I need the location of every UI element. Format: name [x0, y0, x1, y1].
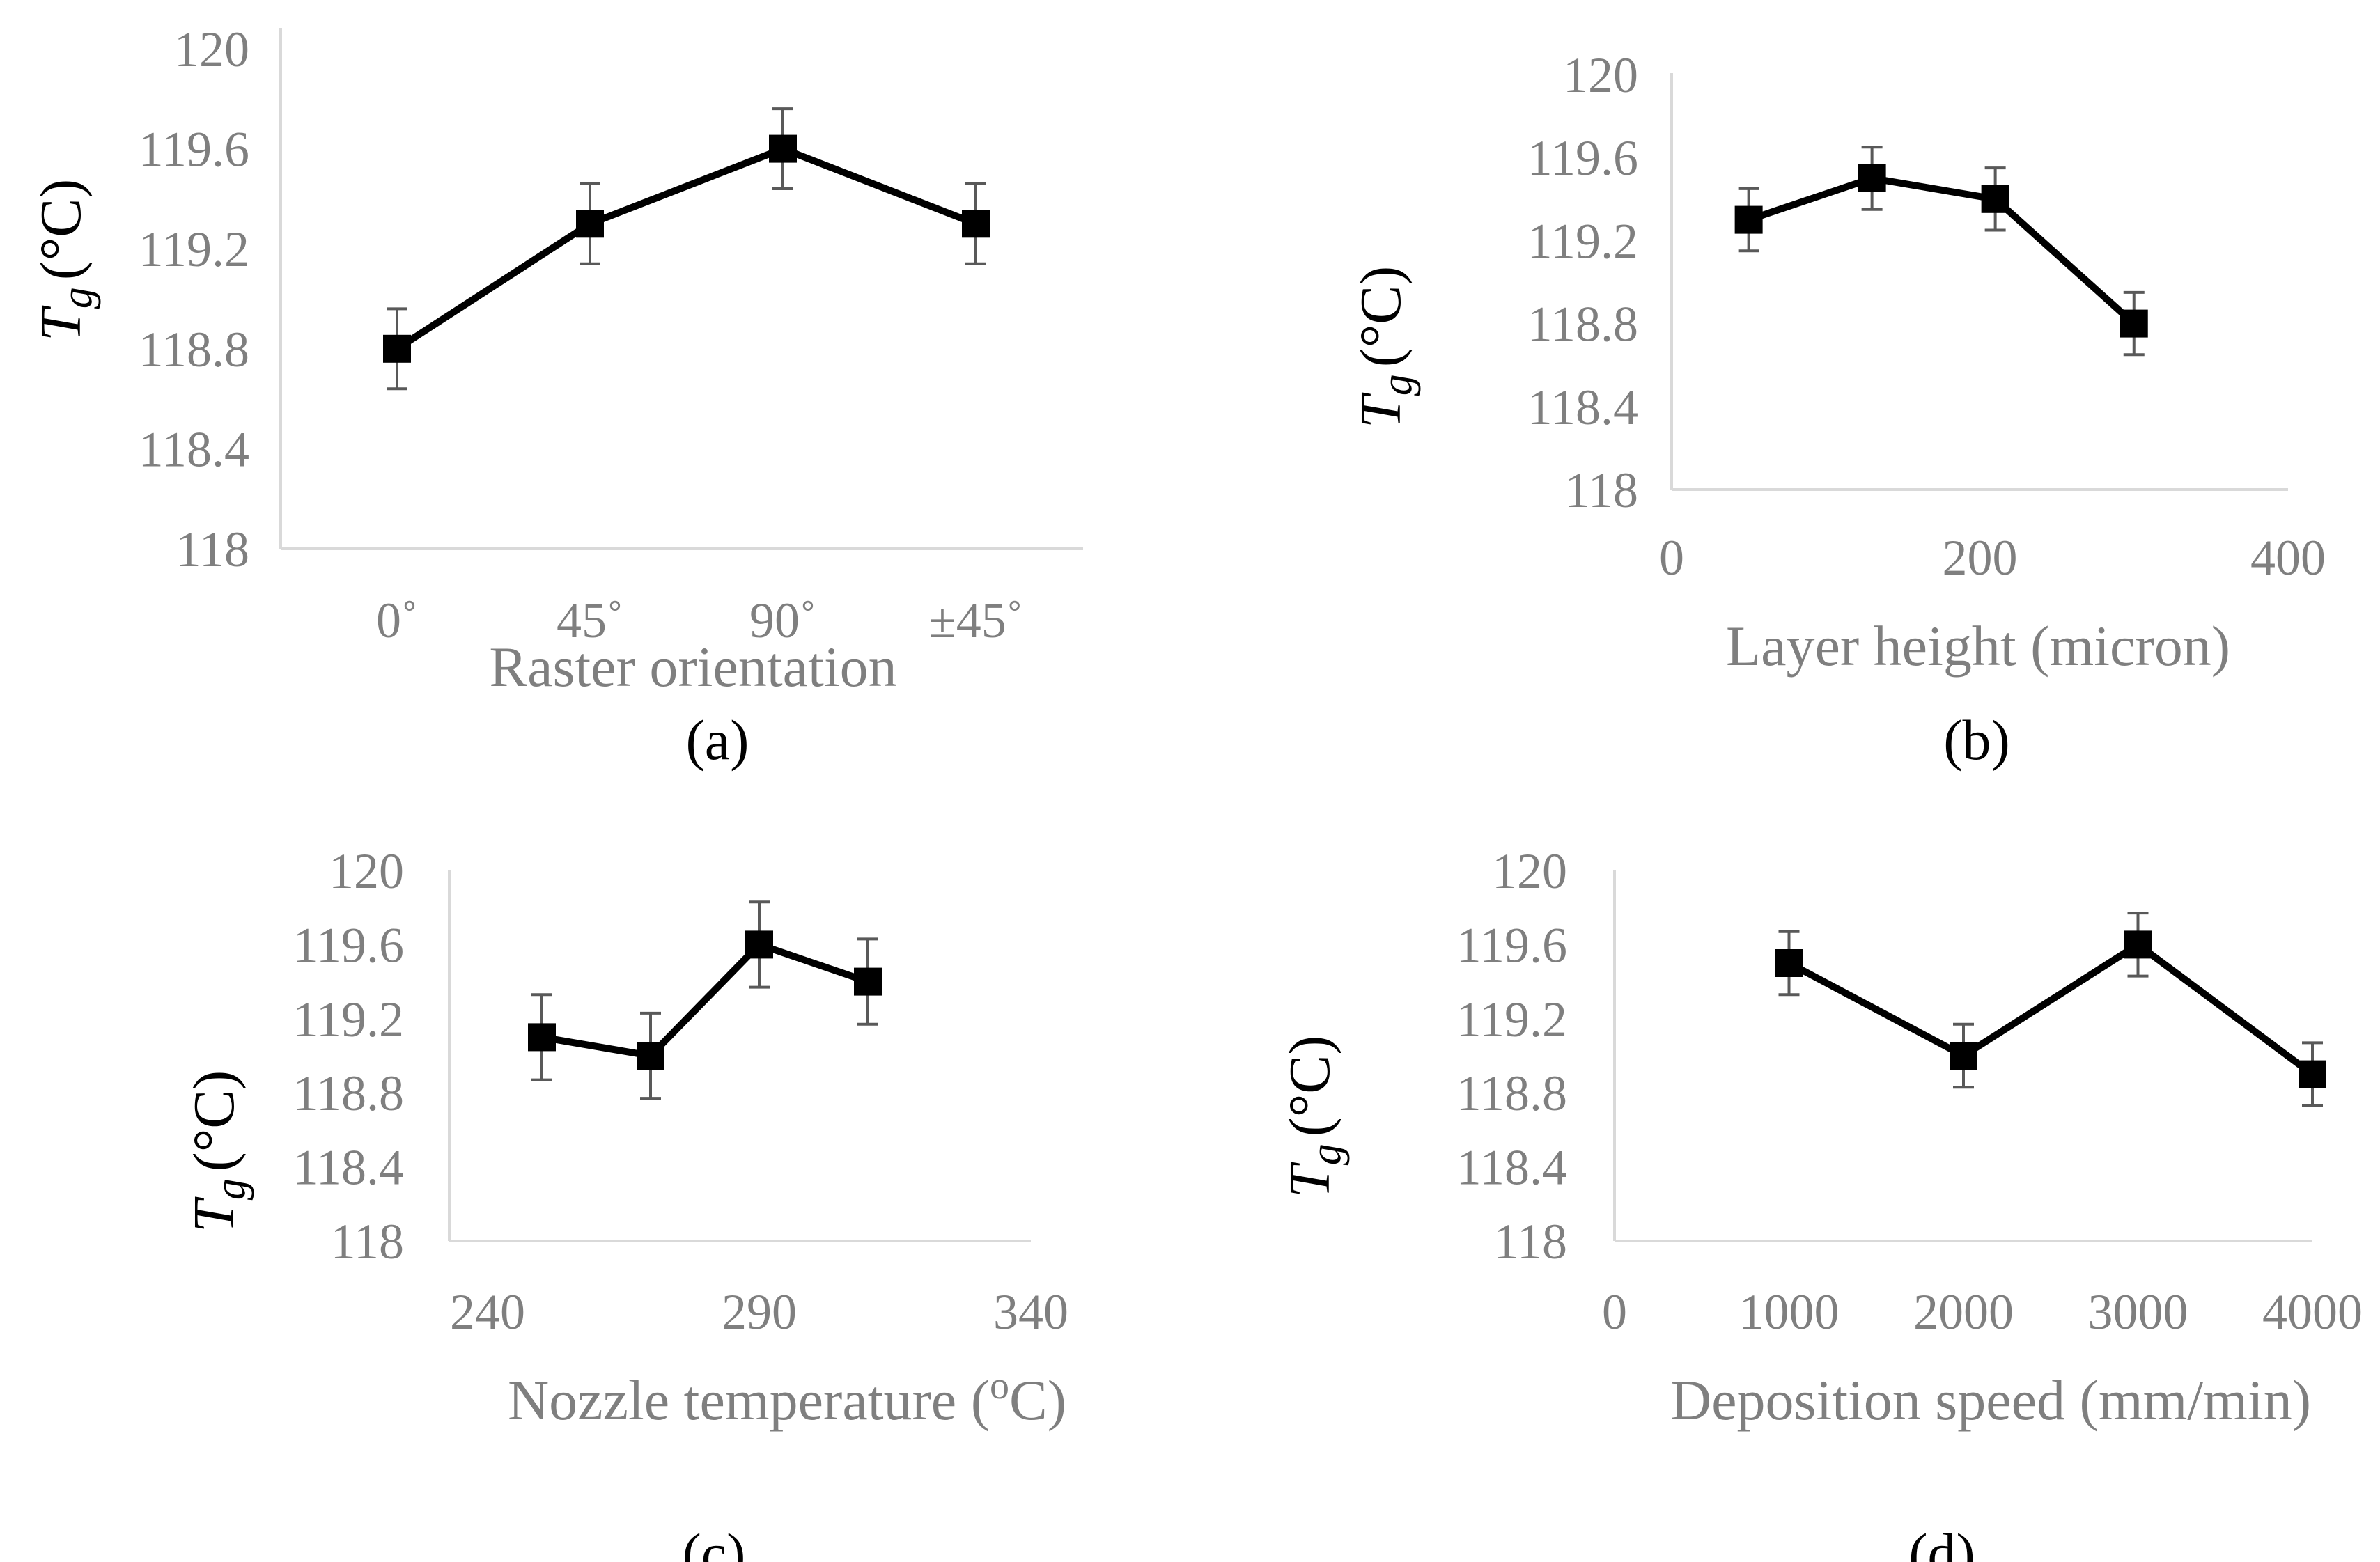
x-axis-label-c: Nozzle temperature (oC) — [508, 1364, 1066, 1432]
y-tick-label-d: 120 — [1492, 843, 1567, 899]
y-tick-label-a: 119.6 — [139, 122, 249, 178]
data-point-c — [854, 967, 882, 996]
y-tick-label-a: 119.2 — [139, 221, 249, 277]
marks-b — [1734, 146, 2148, 357]
x-tick-label-d: 1000 — [1739, 1284, 1840, 1340]
data-point-a — [576, 210, 604, 238]
data-point-b — [1858, 164, 1886, 192]
y-tick-label-d: 118 — [1494, 1214, 1567, 1270]
panel-label-a: (a) — [685, 708, 749, 772]
data-point-a — [383, 334, 411, 363]
ticks-b: 118 118.4 118.8 119.2 119.6 120 0 200 400 — [1527, 47, 2326, 586]
data-point-d — [2299, 1060, 2326, 1088]
y-axis-label-b: Tg(°C) — [1348, 266, 1421, 428]
y-tick-label-a: 118.4 — [139, 421, 249, 477]
series-line-b — [1748, 174, 2137, 327]
series-line-c — [541, 940, 869, 1060]
series-line-a — [395, 145, 977, 352]
ticks-c: 118 118.4 118.8 119.2 119.6 120 240 290 340 — [293, 843, 1068, 1340]
y-tick-label-d: 119.6 — [1456, 917, 1567, 973]
y-tick-label-a: 120 — [174, 22, 249, 77]
y-tick-label-d: 118.8 — [1456, 1065, 1567, 1121]
x-tick-label-d: 2000 — [1913, 1284, 2014, 1340]
y-tick-label-b: 119.6 — [1527, 130, 1638, 186]
x-axis-label-d: Deposition speed (mm/min) — [1670, 1368, 2311, 1432]
y-tick-label-c: 119.6 — [293, 917, 404, 973]
y-tick-label-b: 118.4 — [1527, 380, 1638, 435]
x-tick-label-b: 200 — [1943, 530, 2018, 586]
y-tick-label-c: 118.4 — [293, 1140, 404, 1196]
panel-b: 118 118.4 118.8 119.2 119.6 120 0 200 400 Tg(°C)… — [1348, 47, 2326, 772]
x-tick-label-c: 240 — [450, 1284, 525, 1340]
data-point-a — [962, 210, 990, 238]
panel-label-d: (d) — [1908, 1522, 1975, 1562]
x-axis-label-b: Layer height (micron) — [1726, 614, 2230, 678]
panel-a: 118 118.4 118.8 119.2 119.6 120 0˚ 45˚ 90˚ ±45˚ T… — [29, 22, 1083, 772]
y-tick-label-b: 118.8 — [1527, 297, 1638, 352]
panel-label-c: (c) — [682, 1522, 745, 1562]
y-tick-label-a: 118 — [176, 522, 249, 577]
x-tick-label-d: 4000 — [2262, 1284, 2363, 1340]
panel-label-b: (b) — [1943, 708, 2010, 772]
y-tick-label-b: 120 — [1563, 47, 1638, 103]
data-point-a — [769, 134, 797, 163]
data-point-d — [1950, 1042, 1977, 1070]
y-tick-label-c: 120 — [329, 843, 404, 899]
x-tick-label-a: 90˚ — [749, 593, 816, 648]
x-tick-label-c: 290 — [722, 1284, 797, 1340]
y-axis-label-c: Tg(°C) — [182, 1070, 254, 1233]
y-tick-label-c: 118.8 — [293, 1065, 404, 1121]
y-tick-label-d: 119.2 — [1456, 992, 1567, 1047]
x-tick-label-d: 0 — [1602, 1284, 1627, 1340]
y-tick-label-b: 118 — [1565, 462, 1638, 518]
marks-a — [383, 107, 990, 391]
marks-c — [528, 900, 882, 1100]
x-tick-label-c: 340 — [993, 1284, 1068, 1340]
data-point-c — [745, 930, 773, 959]
y-tick-label-b: 119.2 — [1527, 213, 1638, 269]
y-tick-label-a: 118.8 — [139, 322, 249, 377]
x-tick-label-a: 45˚ — [557, 593, 623, 648]
marks-d — [1775, 912, 2326, 1107]
y-tick-label-c: 119.2 — [293, 992, 404, 1047]
y-tick-label-d: 118.4 — [1456, 1140, 1567, 1196]
data-point-b — [1981, 185, 2009, 213]
x-tick-label-b: 0 — [1659, 530, 1684, 586]
data-point-b — [1734, 205, 1763, 234]
data-point-d — [1775, 949, 1803, 977]
data-point-c — [528, 1023, 556, 1052]
y-axis-label-d: Tg(°C) — [1277, 1036, 1350, 1198]
x-tick-label-a: ±45˚ — [928, 593, 1023, 648]
x-tick-label-a: 0˚ — [376, 593, 418, 648]
data-point-b — [2120, 309, 2148, 338]
panel-c: 118 118.4 118.8 119.2 119.6 120 240 290 340 Tg(°… — [182, 843, 1068, 1562]
y-axis-label-a: Tg(°C) — [29, 179, 101, 341]
ticks-d: 118 118.4 118.8 119.2 119.6 120 0 1000 2000 3000 4… — [1456, 843, 2363, 1340]
y-tick-label-c: 118 — [331, 1214, 404, 1270]
data-point-c — [637, 1042, 664, 1070]
ticks-a: 118 118.4 118.8 119.2 119.6 120 0˚ 45˚ 90˚ ±45˚ — [139, 22, 1023, 648]
data-point-d — [2124, 930, 2152, 959]
panel-d: 118 118.4 118.8 119.2 119.6 120 0 1000 2000 3000 4… — [1277, 843, 2363, 1562]
x-tick-label-b: 400 — [2250, 530, 2326, 586]
x-axis-label-a: Raster orientation — [489, 635, 896, 698]
x-tick-label-d: 3000 — [2088, 1284, 2188, 1340]
series-line-d — [1787, 940, 2315, 1077]
